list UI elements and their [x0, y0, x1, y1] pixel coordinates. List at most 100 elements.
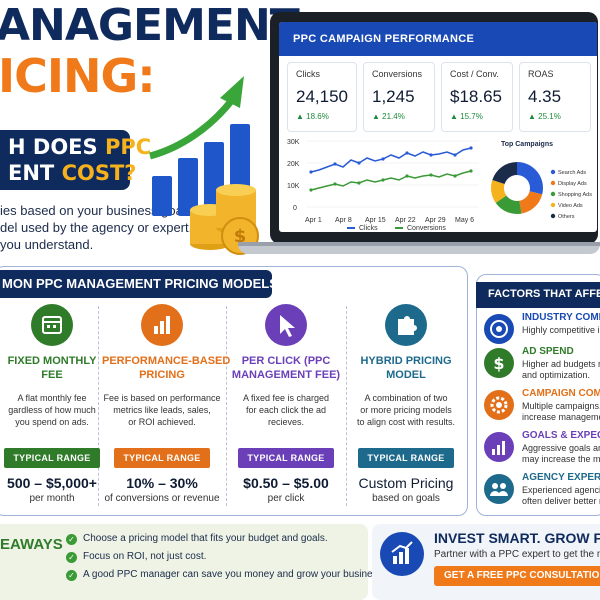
factor-campaign-complexity: CAMPAIGN COMPL Multiple campaigns,increa… [484, 388, 600, 432]
hero-title-line2: ICING: [0, 49, 156, 103]
pie-title: Top Campaigns [501, 141, 553, 148]
check-icon: ✓ [66, 534, 77, 545]
factor-title: CAMPAIGN COMPL [522, 388, 600, 399]
badge-accent: COST? [61, 161, 137, 185]
up-arrow-icon: ▲ [528, 112, 539, 121]
metric-value: $18.65 [450, 87, 502, 106]
pie-legend-item: Others [558, 214, 575, 220]
metric-change: 25.1% [538, 112, 561, 121]
hero-description: ies based on your business goals, del us… [0, 202, 196, 253]
model-desc: to align cost with results. [356, 417, 456, 427]
factor-title: GOALS & EXPECTA [522, 430, 600, 441]
model-desc: metrics like leads, sales, [113, 405, 211, 415]
pricing-model-performance: PERFORMANCE-BASED PRICING Fee is based on… [102, 304, 231, 505]
up-arrow-icon: ▲ [296, 112, 307, 121]
model-price: 500 – $5,000+ [7, 475, 97, 491]
badge-text: H DOES [8, 135, 105, 159]
hero-question-badge: H DOES PPC ENT COST? [0, 130, 151, 190]
check-icon: ✓ [66, 552, 77, 563]
growth-illustration: $ [149, 76, 259, 255]
up-arrow-icon: ▲ [450, 112, 461, 121]
dollar-icon: $ [484, 348, 514, 378]
model-desc: or more pricing models [360, 405, 452, 415]
pie-legend-item: Search Ads [558, 170, 586, 176]
growth-arrow-icon [149, 97, 235, 160]
x-tick: May 6 [455, 217, 474, 224]
dashboard-title: PPC CAMPAIGN PERFORMANCE [279, 22, 597, 56]
metric-value: 24,150 [296, 87, 348, 106]
factor-title: AD SPEND [522, 346, 574, 357]
svg-text:$: $ [493, 354, 504, 373]
puzzle-icon [385, 304, 427, 346]
model-desc: A fixed fee is charged [242, 393, 330, 403]
pie-legend-item: Display Ads [558, 181, 587, 187]
model-title: FIXED MONTHLY [7, 355, 97, 367]
laptop-hinge [238, 242, 600, 246]
x-tick: Apr 15 [365, 217, 386, 224]
model-title: PER CLICK (PPC [241, 355, 331, 367]
pie-legend-item: Shopping Ads [558, 192, 592, 198]
factor-goals-expectations: GOALS & EXPECTA Aggressive goals andmay … [484, 430, 600, 474]
model-desc: A combination of two [364, 393, 448, 403]
factor-industry-competition: INDUSTRY COMPETI Highly competitive in [484, 312, 600, 356]
factor-desc: may increase the ma [522, 454, 600, 464]
bar-chart-icon [141, 304, 183, 346]
hero-desc-line: you understand. [0, 237, 94, 252]
x-tick: Apr 1 [305, 217, 322, 224]
svg-text:$: $ [234, 226, 247, 247]
free-consultation-button[interactable]: GET A FREE PPC CONSULTATION T [434, 566, 600, 586]
metric-card-conversions: Conversions 1,245 ▲ 21.4% [363, 62, 435, 132]
pie-legend-item: Video Ads [558, 203, 583, 209]
cta-title: INVEST SMART. GROW FAS [434, 530, 600, 546]
metric-value: 4.35 [528, 87, 562, 106]
metric-label: Cost / Conv. [450, 69, 499, 79]
model-title: MANAGEMENT FEE) [231, 369, 341, 381]
cursor-icon [265, 304, 307, 346]
factor-desc: Multiple campaigns, [522, 401, 600, 411]
clicks-line [310, 147, 472, 173]
metric-card-clicks: Clicks 24,150 ▲ 18.6% [287, 62, 357, 132]
model-price-unit: per click [267, 493, 305, 504]
column-divider [98, 306, 99, 506]
hero-desc-line: ies based on your business goals, [0, 203, 196, 218]
dashboard-screen: PPC CAMPAIGN PERFORMANCE Clicks 24,150 ▲… [279, 22, 597, 232]
badge-text: ENT [8, 161, 62, 185]
x-tick: Apr 29 [425, 217, 446, 224]
range-badge: TYPICAL RANGE [238, 448, 334, 468]
takeaway-item: ✓ A good PPC manager can save you money a… [66, 569, 385, 581]
model-price-unit: of conversions or revenue [104, 493, 220, 504]
cta-subtitle: Partner with a PPC expert to get the m [434, 549, 600, 560]
takeaway-text: Focus on ROI, not just cost. [83, 551, 207, 562]
chart-icon [484, 432, 514, 462]
x-tick: Apr 8 [335, 217, 352, 224]
takeaway-item: ✓ Choose a pricing model that fits your b… [66, 533, 328, 545]
legend-clicks: Clicks [359, 225, 378, 232]
metric-change: 18.6% [306, 112, 329, 121]
y-tick: 0 [293, 205, 297, 212]
takeaways-panel [0, 524, 368, 600]
model-price: $0.50 – $5.00 [243, 475, 329, 491]
legend-conversions: Conversions [407, 225, 446, 232]
model-title: PERFORMANCE-BASED [102, 355, 231, 367]
factor-desc: and optimization. [522, 370, 591, 380]
growth-chart-icon [380, 532, 424, 576]
factor-desc: increase managemen [522, 412, 600, 422]
model-title: PRICING [139, 369, 185, 381]
target-icon [484, 314, 514, 344]
pricing-model-hybrid: HYBRID PRICING MODEL A combination of two… [346, 304, 466, 505]
model-desc: you spend on ads. [15, 417, 89, 427]
factor-desc: Experienced agencie [522, 485, 600, 495]
takeaways-heading: EAWAYS [0, 536, 63, 553]
campaign-donut-chart: Search Ads Display Ads Shopping Ads Vide… [491, 162, 592, 220]
performance-line-chart: 30K 20K 10K 0 Apr 1 Apr 8 Apr 15 Apr 22 … [287, 139, 479, 232]
up-arrow-icon: ▲ [372, 112, 383, 121]
metric-label: Clicks [296, 69, 320, 79]
factor-title: INDUSTRY COMPETI [522, 312, 600, 323]
column-divider [346, 306, 347, 506]
model-desc: for each click the ad [245, 405, 327, 415]
metric-label: Conversions [372, 69, 423, 79]
metric-card-cost-per-conv: Cost / Conv. $18.65 ▲ 15.7% [441, 62, 513, 132]
factor-agency-experience: AGENCY EXPERIEN Experienced agencieoften… [484, 472, 600, 516]
metric-change: 15.7% [460, 112, 483, 121]
hero-title-line1: ANAGEMENT [0, 0, 300, 51]
